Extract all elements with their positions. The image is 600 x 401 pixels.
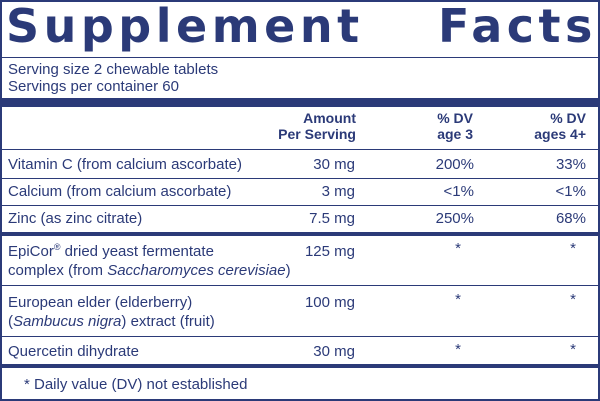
column-header-divider [2, 149, 598, 150]
row-epicor-dv3: * [455, 240, 461, 257]
row-vitamin-c-dv3: 200% [435, 156, 474, 173]
footnote: * Daily value (DV) not established [24, 376, 248, 393]
row-elder-line2-post: ) extract (fruit) [121, 313, 215, 330]
row-elder-species: Sambucus nigra [13, 313, 122, 330]
row-elder-name-line2: (Sambucus nigra) extract (fruit) [8, 313, 215, 330]
servings-per-container: Servings per container 60 [8, 78, 179, 95]
row-calcium-amount: 3 mg [321, 183, 355, 200]
row-epicor-line2-post: ) [285, 262, 291, 279]
row-zinc-name: Zinc (as zinc citrate) [8, 210, 143, 227]
panel-title: Supplement Facts [6, 0, 592, 54]
row-divider [2, 336, 598, 337]
row-elder-name-line1: European elder (elderberry) [8, 294, 193, 311]
row-calcium-name: Calcium (from calcium ascorbate) [8, 183, 232, 200]
row-quercetin-name: Quercetin dihydrate [8, 343, 139, 360]
row-quercetin-dv4: * [570, 341, 576, 358]
row-calcium-dv4: <1% [555, 183, 586, 200]
row-zinc-dv4: 68% [555, 210, 586, 227]
row-epicor-name-line1: EpiCor® dried yeast fermentate [8, 242, 214, 261]
row-epicor-desc: dried yeast fermentate [60, 243, 214, 260]
header-rule-thick [2, 98, 598, 107]
dv-age4-header-line2: ages 4+ [534, 126, 586, 142]
row-epicor-species: Saccharomyces cerevisiae [107, 262, 286, 279]
row-zinc-dv3: 250% [435, 210, 474, 227]
row-elder-dv4: * [570, 291, 576, 308]
title-word-facts: Facts [438, 0, 597, 53]
amount-header-line1: Amount [303, 110, 356, 126]
dv-age4-header: % DV ages 4+ [534, 110, 586, 142]
row-divider [2, 178, 598, 179]
row-vitamin-c-dv4: 33% [555, 156, 586, 173]
dv-age4-header-line1: % DV [550, 110, 586, 126]
amount-header: Amount Per Serving [278, 110, 356, 142]
serving-size: Serving size 2 chewable tablets [8, 61, 219, 78]
dv-age3-header-line2: age 3 [437, 126, 473, 142]
row-quercetin-dv3: * [455, 341, 461, 358]
dv-age3-header-line1: % DV [437, 110, 473, 126]
title-word-supplement: Supplement [6, 0, 364, 53]
title-divider [2, 57, 598, 58]
dv-age3-header: % DV age 3 [437, 110, 473, 142]
row-calcium-dv3: <1% [443, 183, 474, 200]
footnote-divider [2, 364, 598, 368]
row-elder-amount: 100 mg [304, 294, 355, 311]
row-vitamin-c-amount: 30 mg [313, 156, 355, 173]
row-elder-line2-pre: ( [8, 313, 13, 330]
amount-header-line2: Per Serving [278, 126, 356, 142]
row-quercetin-amount: 30 mg [313, 343, 355, 360]
row-elder-dv3: * [455, 291, 461, 308]
row-epicor-dv4: * [570, 240, 576, 257]
row-divider [2, 285, 598, 286]
row-epicor-brand: EpiCor [8, 243, 54, 260]
row-epicor-line2-pre: complex (from [8, 262, 108, 279]
row-epicor-name-line2: complex (from Saccharomyces cerevisiae) [8, 262, 291, 279]
row-epicor-amount: 125 mg [304, 243, 355, 260]
row-divider [2, 205, 598, 206]
row-vitamin-c-name: Vitamin C (from calcium ascorbate) [8, 156, 242, 173]
section-divider [2, 232, 598, 236]
registered-mark: ® [53, 242, 61, 252]
row-zinc-amount: 7.5 mg [309, 210, 355, 227]
